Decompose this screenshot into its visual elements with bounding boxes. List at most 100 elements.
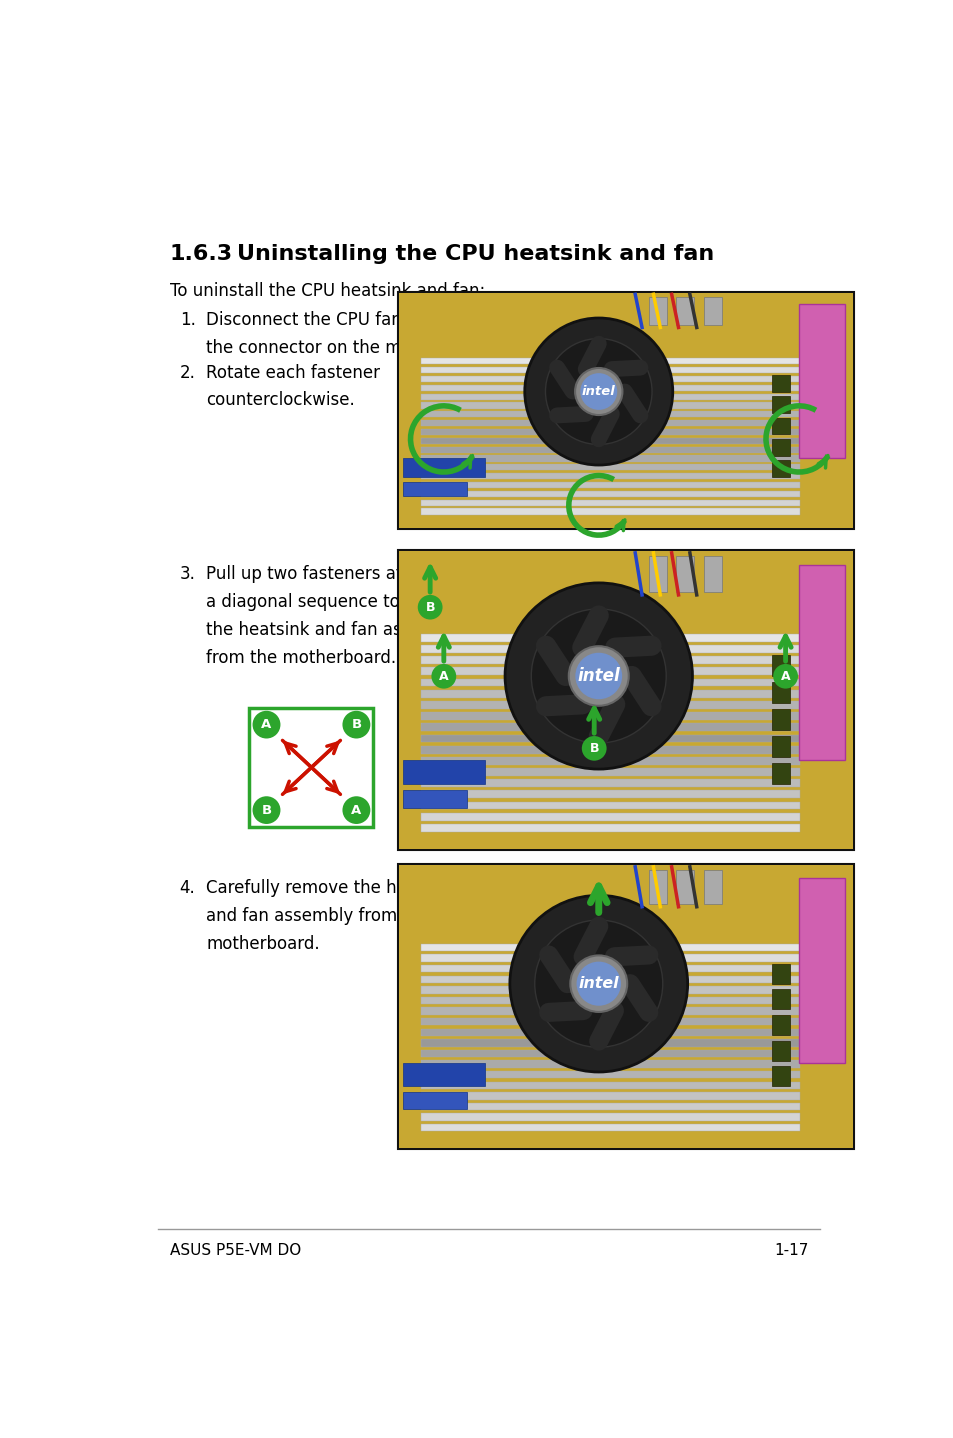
Bar [420,955,799,962]
Bar [771,989,789,1009]
Bar [771,736,789,756]
Bar [648,557,666,592]
Bar [771,963,789,984]
Bar [420,943,799,951]
Bar [420,667,799,676]
Circle shape [253,797,280,824]
Circle shape [342,710,370,739]
Text: 3.: 3. [179,565,195,584]
Text: B: B [425,601,435,614]
Text: Carefully remove the heatsink
and fan assembly from the
motherboard.: Carefully remove the heatsink and fan as… [206,880,456,953]
Bar [420,1125,799,1132]
Text: intel: intel [577,667,619,684]
Bar [420,723,799,731]
Bar [420,812,799,821]
Bar [702,296,721,325]
Bar [420,411,799,417]
Circle shape [431,664,456,689]
Bar [420,768,799,777]
Bar [771,1067,789,1086]
Bar [771,417,789,434]
Bar [420,456,799,462]
Bar [420,1040,799,1047]
Bar [397,292,853,529]
Circle shape [570,955,626,1012]
Bar [420,791,799,798]
Circle shape [524,318,672,464]
Bar [420,1081,799,1089]
Circle shape [417,595,442,620]
Text: 1-17: 1-17 [773,1242,807,1258]
Bar [402,457,484,477]
Circle shape [509,896,687,1071]
Bar [799,565,844,761]
Bar [420,1113,799,1120]
Bar [402,761,484,784]
Bar [771,375,789,391]
Text: B: B [351,718,361,731]
Bar [420,403,799,408]
Bar [420,735,799,742]
Bar [420,1060,799,1068]
Text: intel: intel [581,385,615,398]
Circle shape [772,664,797,689]
Bar [420,1050,799,1057]
Bar [420,975,799,984]
Bar [420,499,799,506]
Bar [398,551,852,850]
Bar [771,439,789,456]
Circle shape [575,653,621,699]
Bar [420,1008,799,1015]
Circle shape [504,582,692,769]
Bar [771,764,789,784]
Circle shape [531,608,665,743]
Bar [402,1064,484,1086]
Text: B: B [589,742,598,755]
Bar [420,1071,799,1078]
Text: 4.: 4. [179,880,195,897]
Bar [420,420,799,426]
Bar [398,293,852,528]
Circle shape [253,710,280,739]
Circle shape [535,920,662,1047]
Bar [420,464,799,470]
Bar [648,870,666,905]
Text: To uninstall the CPU heatsink and fan:: To uninstall the CPU heatsink and fan: [170,282,484,301]
Bar [420,656,799,664]
Bar [420,394,799,400]
Bar [676,870,694,905]
Bar [397,549,853,850]
Bar [420,646,799,653]
Bar [420,1028,799,1035]
Bar [420,712,799,720]
Bar [420,965,799,972]
Text: ASUS P5E-VM DO: ASUS P5E-VM DO [170,1242,300,1258]
Bar [420,679,799,686]
Bar [402,482,466,496]
Bar [420,385,799,391]
Bar [420,746,799,754]
Circle shape [576,962,620,1005]
Bar [799,303,844,457]
Bar [676,557,694,592]
Bar [676,296,694,325]
Bar [702,557,721,592]
Text: 1.: 1. [179,311,195,329]
Circle shape [342,797,370,824]
Bar [420,997,799,1004]
Text: Rotate each fastener
counterclockwise.: Rotate each fastener counterclockwise. [206,364,379,410]
Text: B: B [261,804,272,817]
Bar [420,700,799,709]
Bar [771,682,789,703]
Bar [771,1041,789,1061]
Bar [420,1093,799,1100]
Bar [799,879,844,1064]
Bar [771,397,789,413]
Bar [420,473,799,479]
Bar [397,864,853,1149]
Bar [420,358,799,364]
Bar [420,634,799,641]
Circle shape [545,338,651,444]
Bar [771,460,789,477]
Bar [420,482,799,487]
